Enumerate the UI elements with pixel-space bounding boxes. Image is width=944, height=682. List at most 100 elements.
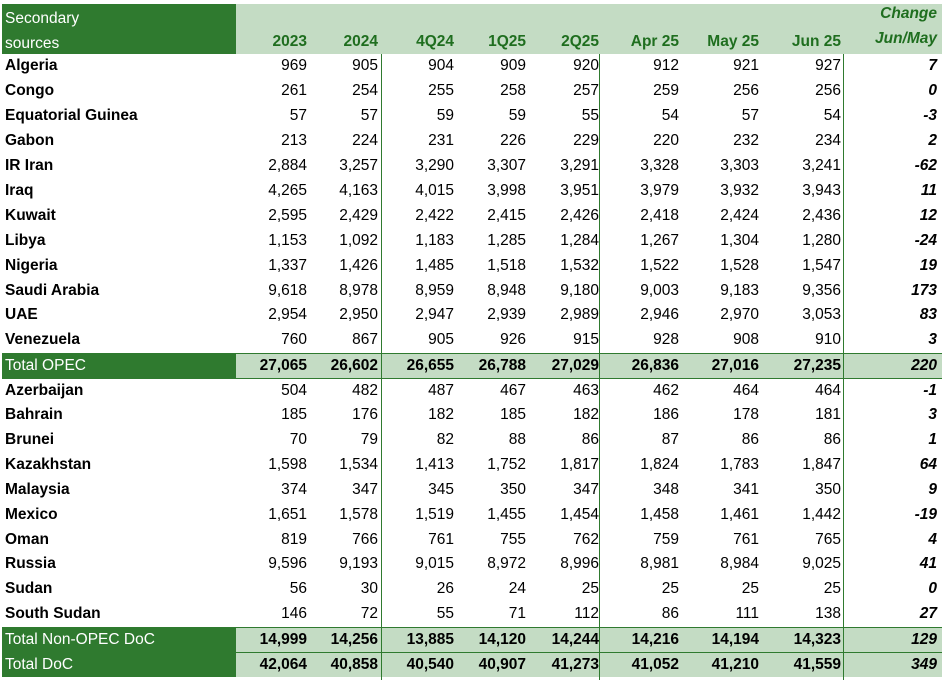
value-cell: 905 bbox=[428, 331, 454, 349]
value-cell: 2,939 bbox=[487, 306, 526, 324]
value-cell: 9,183 bbox=[720, 281, 759, 299]
value-cell: 345 bbox=[428, 480, 454, 498]
value-cell: 1,528 bbox=[720, 256, 759, 274]
table-row: IR Iran 2,884 3,257 3,290 3,307 3,291 3,328 3,3… bbox=[2, 154, 942, 179]
table-row: Algeria 969 905 904 909 920 912 921 927 7 bbox=[2, 54, 942, 79]
value-cell: 220 bbox=[653, 132, 679, 150]
value-cell: 504 bbox=[281, 382, 307, 400]
value-cell: 921 bbox=[733, 57, 759, 75]
table-row: Sudan 56 30 26 24 25 25 25 25 0 bbox=[2, 577, 942, 602]
row-label: Azerbaijan bbox=[5, 382, 84, 400]
value-cell: 9,003 bbox=[640, 281, 679, 299]
divider-after-2024 bbox=[381, 54, 382, 680]
value-cell: 55 bbox=[581, 107, 599, 125]
value-cell: 3,943 bbox=[802, 181, 841, 199]
value-cell: 1,304 bbox=[720, 231, 759, 249]
value-cell: 14,194 bbox=[711, 631, 759, 649]
value-cell: 9,618 bbox=[268, 281, 307, 299]
value-cell: 904 bbox=[428, 57, 454, 75]
value-cell: 186 bbox=[653, 406, 679, 424]
value-cell: 88 bbox=[508, 430, 526, 448]
value-cell: 463 bbox=[573, 382, 599, 400]
change-cell: 2 bbox=[928, 132, 937, 150]
value-cell: 2,426 bbox=[560, 206, 599, 224]
value-cell: 79 bbox=[360, 430, 378, 448]
change-cell: 220 bbox=[911, 357, 937, 375]
change-cell: -3 bbox=[923, 107, 937, 125]
value-cell: 8,959 bbox=[415, 281, 454, 299]
value-cell: 82 bbox=[436, 430, 454, 448]
value-cell: 762 bbox=[573, 530, 599, 548]
value-cell: 8,984 bbox=[720, 555, 759, 573]
value-cell: 9,356 bbox=[802, 281, 841, 299]
value-cell: 761 bbox=[733, 530, 759, 548]
change-cell: 3 bbox=[928, 406, 937, 424]
table-row: Iraq 4,265 4,163 4,015 3,998 3,951 3,979 3,932 3… bbox=[2, 179, 942, 204]
value-cell: 350 bbox=[500, 480, 526, 498]
value-cell: 464 bbox=[733, 382, 759, 400]
value-cell: 467 bbox=[500, 382, 526, 400]
total-row: Total OPEC 27,065 26,602 26,655 26,788 27,029… bbox=[2, 352, 942, 379]
value-cell: 224 bbox=[352, 132, 378, 150]
change-cell: 4 bbox=[928, 530, 937, 548]
value-cell: 1,267 bbox=[640, 231, 679, 249]
value-cell: 13,885 bbox=[406, 631, 454, 649]
table-row: Kazakhstan 1,598 1,534 1,413 1,752 1,817 1,824… bbox=[2, 452, 942, 477]
row-label: Venezuela bbox=[5, 331, 80, 349]
table-row: Mexico 1,651 1,578 1,519 1,455 1,454 1,458 1,46… bbox=[2, 502, 942, 527]
value-cell: 256 bbox=[733, 82, 759, 100]
value-cell: 59 bbox=[436, 107, 454, 125]
row-label: Total Non-OPEC DoC bbox=[2, 627, 236, 653]
row-label: South Sudan bbox=[5, 605, 101, 623]
value-cell: 2,436 bbox=[802, 206, 841, 224]
header-label-line1: Secondary bbox=[5, 10, 80, 27]
value-cell: 350 bbox=[815, 480, 841, 498]
value-cell: 341 bbox=[733, 480, 759, 498]
change-cell: 0 bbox=[928, 82, 937, 100]
value-cell: 374 bbox=[281, 480, 307, 498]
value-cell: 213 bbox=[281, 132, 307, 150]
value-cell: 40,907 bbox=[478, 656, 526, 674]
header-change-line1: Change bbox=[880, 5, 937, 22]
value-cell: 27,029 bbox=[551, 357, 599, 375]
value-cell: 487 bbox=[428, 382, 454, 400]
value-cell: 57 bbox=[741, 107, 759, 125]
row-label: Total DoC bbox=[2, 652, 236, 678]
table-row: Gabon 213 224 231 226 229 220 232 234 2 bbox=[2, 129, 942, 154]
value-cell: 2,970 bbox=[720, 306, 759, 324]
value-cell: 87 bbox=[661, 430, 679, 448]
value-cell: 1,752 bbox=[487, 455, 526, 473]
value-cell: 226 bbox=[500, 132, 526, 150]
value-cell: 3,290 bbox=[415, 157, 454, 175]
table-row: Saudi Arabia 9,618 8,978 8,959 8,948 9,180 9,0… bbox=[2, 278, 942, 303]
value-cell: 14,216 bbox=[631, 631, 679, 649]
value-cell: 926 bbox=[500, 331, 526, 349]
row-label: Sudan bbox=[5, 580, 53, 598]
table-row: Malaysia 374 347 345 350 347 348 341 350 9 bbox=[2, 477, 942, 502]
value-cell: 3,307 bbox=[487, 157, 526, 175]
row-label: Gabon bbox=[5, 132, 55, 150]
table-row: Bahrain 185 176 182 185 182 186 178 181 3 bbox=[2, 403, 942, 428]
value-cell: 1,485 bbox=[415, 256, 454, 274]
value-cell: 54 bbox=[823, 107, 841, 125]
value-cell: 3,951 bbox=[560, 181, 599, 199]
value-cell: 3,932 bbox=[720, 181, 759, 199]
value-cell: 920 bbox=[573, 57, 599, 75]
value-cell: 4,015 bbox=[415, 181, 454, 199]
value-cell: 1,783 bbox=[720, 455, 759, 473]
table-row: Equatorial Guinea 57 57 59 59 55 54 57 54 -3 bbox=[2, 104, 942, 129]
value-cell: 138 bbox=[815, 605, 841, 623]
value-cell: 2,954 bbox=[268, 306, 307, 324]
value-cell: 8,972 bbox=[487, 555, 526, 573]
value-cell: 112 bbox=[574, 605, 599, 623]
value-cell: 259 bbox=[653, 82, 679, 100]
value-cell: 347 bbox=[573, 480, 599, 498]
row-label: Libya bbox=[5, 231, 46, 249]
value-cell: 761 bbox=[428, 530, 454, 548]
value-cell: 2,595 bbox=[268, 206, 307, 224]
value-cell: 185 bbox=[281, 406, 307, 424]
value-cell: 229 bbox=[573, 132, 599, 150]
header-col-1q25: 1Q25 bbox=[488, 33, 526, 50]
value-cell: 25 bbox=[581, 580, 599, 598]
value-cell: 86 bbox=[741, 430, 759, 448]
